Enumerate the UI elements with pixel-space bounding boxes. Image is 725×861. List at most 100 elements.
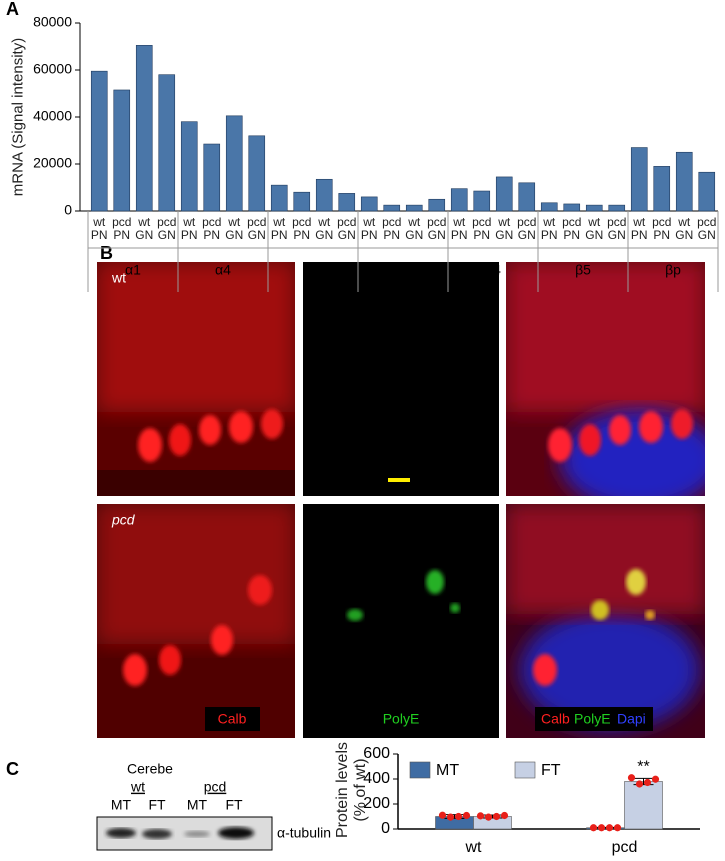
y-tick-label: 400 xyxy=(363,770,390,787)
x-tick-label: wt PN xyxy=(360,215,378,242)
blot-title: Cerebe xyxy=(127,761,173,777)
stain-label: Calb xyxy=(541,711,570,727)
x-tick-label: pcd PN xyxy=(652,215,672,242)
label-box xyxy=(535,707,653,731)
y-tick-label: 0 xyxy=(381,820,390,837)
group-label: β2 xyxy=(305,262,321,278)
bar xyxy=(653,166,671,212)
label-box xyxy=(205,707,260,731)
x-tick-label: pcd PN xyxy=(202,215,222,242)
bar xyxy=(473,190,491,212)
band xyxy=(142,829,172,839)
band xyxy=(184,831,210,837)
y-tick-label: 20000 xyxy=(33,155,72,171)
y-tick-label: 600 xyxy=(363,745,390,762)
data-point xyxy=(605,824,614,832)
panel-label: A xyxy=(6,0,19,19)
stain-label: PolyE xyxy=(574,711,611,727)
x-tick-label: pcd GN xyxy=(517,215,537,242)
lane-label: MT xyxy=(111,797,132,813)
micrographs xyxy=(97,262,705,738)
row-label: wt xyxy=(111,270,126,286)
y-tick-label: 60000 xyxy=(33,61,72,77)
x-tick-label: wt PN xyxy=(450,215,468,242)
bar xyxy=(338,193,356,212)
x-tick-label: pcd GN xyxy=(697,215,717,242)
data-point xyxy=(589,824,598,832)
image xyxy=(303,262,499,496)
bar xyxy=(585,204,603,212)
lane-label: FT xyxy=(148,797,166,813)
stain-label: Dapi xyxy=(617,711,646,727)
legend-swatch xyxy=(514,761,536,779)
group-label: α1 xyxy=(125,262,141,278)
bar xyxy=(225,115,243,212)
annotation: ** xyxy=(637,759,649,776)
panel-label: C xyxy=(6,759,19,779)
x-tick-label: wt GN xyxy=(225,215,244,242)
image xyxy=(97,504,295,738)
bar xyxy=(405,204,423,212)
x-tick-label: pcd GN xyxy=(427,215,447,242)
data-point xyxy=(643,778,652,787)
bar xyxy=(383,204,401,212)
x-tick-label: pcd GN xyxy=(607,215,627,242)
bar xyxy=(518,182,536,212)
x-tick-label: wt PN xyxy=(630,215,648,242)
data-point xyxy=(613,824,622,832)
data-point xyxy=(500,811,509,820)
data-point xyxy=(492,812,501,821)
data-point xyxy=(476,812,485,820)
x-tick-label: pcd PN xyxy=(472,215,492,242)
x-tick-label: wt GN xyxy=(675,215,694,242)
y-tick-label: 200 xyxy=(363,795,390,812)
x-tick-label: pcd PN xyxy=(112,215,132,242)
image xyxy=(97,262,295,496)
x-tick-label: wt PN xyxy=(90,215,108,242)
y-axis-label: Protein levels (% of wt) xyxy=(334,741,369,839)
x-tick-label: pcd PN xyxy=(382,215,402,242)
x-tick-label: pcd GN xyxy=(247,215,267,242)
lane-label: FT xyxy=(225,797,243,813)
legend-label: MT xyxy=(436,762,459,779)
bar xyxy=(630,147,648,212)
x-tick-label: wt GN xyxy=(315,215,334,242)
bar xyxy=(270,184,288,212)
bar xyxy=(113,89,131,212)
group-label: β4 xyxy=(485,262,501,278)
x-tick-label: wt PN xyxy=(270,215,288,242)
x-tick-label: pcd PN xyxy=(562,215,582,242)
group-label: β3 xyxy=(395,262,411,278)
protein-label: α-tubulin xyxy=(277,825,331,841)
bar xyxy=(158,74,176,212)
x-tick-label: wt GN xyxy=(495,215,514,242)
row-label: pcd xyxy=(111,512,136,528)
bar xyxy=(248,135,266,212)
bar xyxy=(698,171,716,212)
data-point xyxy=(454,812,463,821)
data-point xyxy=(597,824,606,832)
image xyxy=(506,504,705,738)
label-box xyxy=(372,707,430,731)
bar xyxy=(563,203,581,212)
data-point xyxy=(438,811,447,819)
bar xyxy=(293,191,311,212)
bar xyxy=(675,151,693,212)
blot-group: wt xyxy=(130,779,145,795)
data-point xyxy=(651,775,660,783)
x-tick-label: pcd PN xyxy=(292,215,312,242)
blot-group: pcd xyxy=(204,779,227,795)
x-tick-label: wt GN xyxy=(585,215,604,242)
image xyxy=(303,504,499,738)
y-tick-label: 0 xyxy=(64,202,72,218)
group-label: α4 xyxy=(215,262,231,278)
bar xyxy=(608,204,626,212)
x-tick-label: wt PN xyxy=(180,215,198,242)
x-tick-label: wt GN xyxy=(135,215,154,242)
data-point xyxy=(462,811,471,820)
bar xyxy=(450,188,468,212)
x-tick-label: pcd GN xyxy=(157,215,177,242)
bar xyxy=(90,70,108,212)
data-point xyxy=(635,780,644,788)
